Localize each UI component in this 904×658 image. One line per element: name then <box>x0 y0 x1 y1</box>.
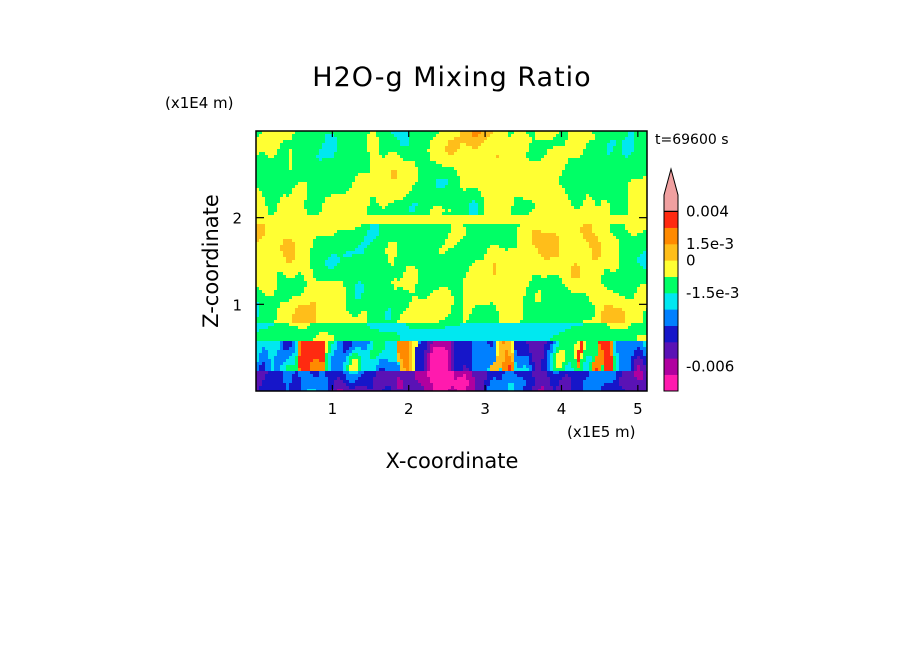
colorbar-label: 0 <box>686 251 696 269</box>
colorbar-segment <box>664 260 678 277</box>
x-tick-label: 4 <box>557 400 567 418</box>
y-tick-label: 2 <box>232 210 242 228</box>
colorbar-segment <box>664 326 678 343</box>
colorbar-segment <box>664 342 678 359</box>
colorbar-segment <box>664 375 678 392</box>
colorbar-segment <box>664 277 678 294</box>
x-tick-label: 1 <box>328 400 338 418</box>
y-tick-label: 1 <box>232 296 242 314</box>
colorbar-segment <box>664 309 678 326</box>
colorbar-segment <box>664 358 678 375</box>
colorbar-segment <box>664 244 678 261</box>
y-axis-label: Z-coordinate <box>199 194 223 328</box>
x-tick-label: 3 <box>480 400 490 418</box>
x-scale-label: (x1E5 m) <box>567 423 636 441</box>
colorbar-label: -0.006 <box>686 358 734 376</box>
mixing-ratio-field <box>256 131 649 392</box>
y-scale-label: (x1E4 m) <box>165 94 234 112</box>
colorbar-segment <box>664 228 678 245</box>
x-axis-label: X-coordinate <box>386 449 519 473</box>
colorbar-segment <box>664 211 678 228</box>
time-label: t=69600 s <box>655 132 729 148</box>
x-tick-label: 5 <box>633 400 643 418</box>
chart-title: H2O-g Mixing Ratio <box>312 62 591 93</box>
colorbar-segment <box>664 293 678 310</box>
colorbar-label: -1.5e-3 <box>686 284 739 302</box>
colorbar-label: 1.5e-3 <box>686 235 734 253</box>
colorbar: 0.004 1.5e-30 -1.5e-3 -0.006 <box>664 169 739 391</box>
colorbar-label: 0.004 <box>686 202 729 220</box>
colorbar-top-arrow <box>664 169 678 211</box>
x-tick-label: 2 <box>404 400 414 418</box>
